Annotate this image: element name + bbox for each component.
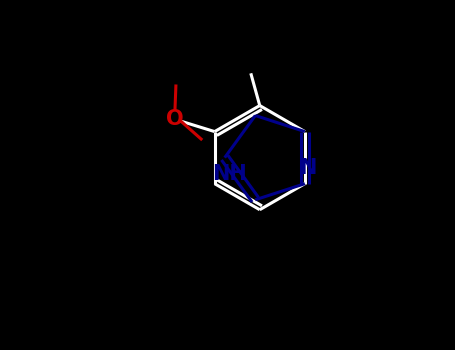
Text: O: O [166,109,184,129]
Text: N: N [298,158,316,178]
Text: NH: NH [212,163,247,184]
